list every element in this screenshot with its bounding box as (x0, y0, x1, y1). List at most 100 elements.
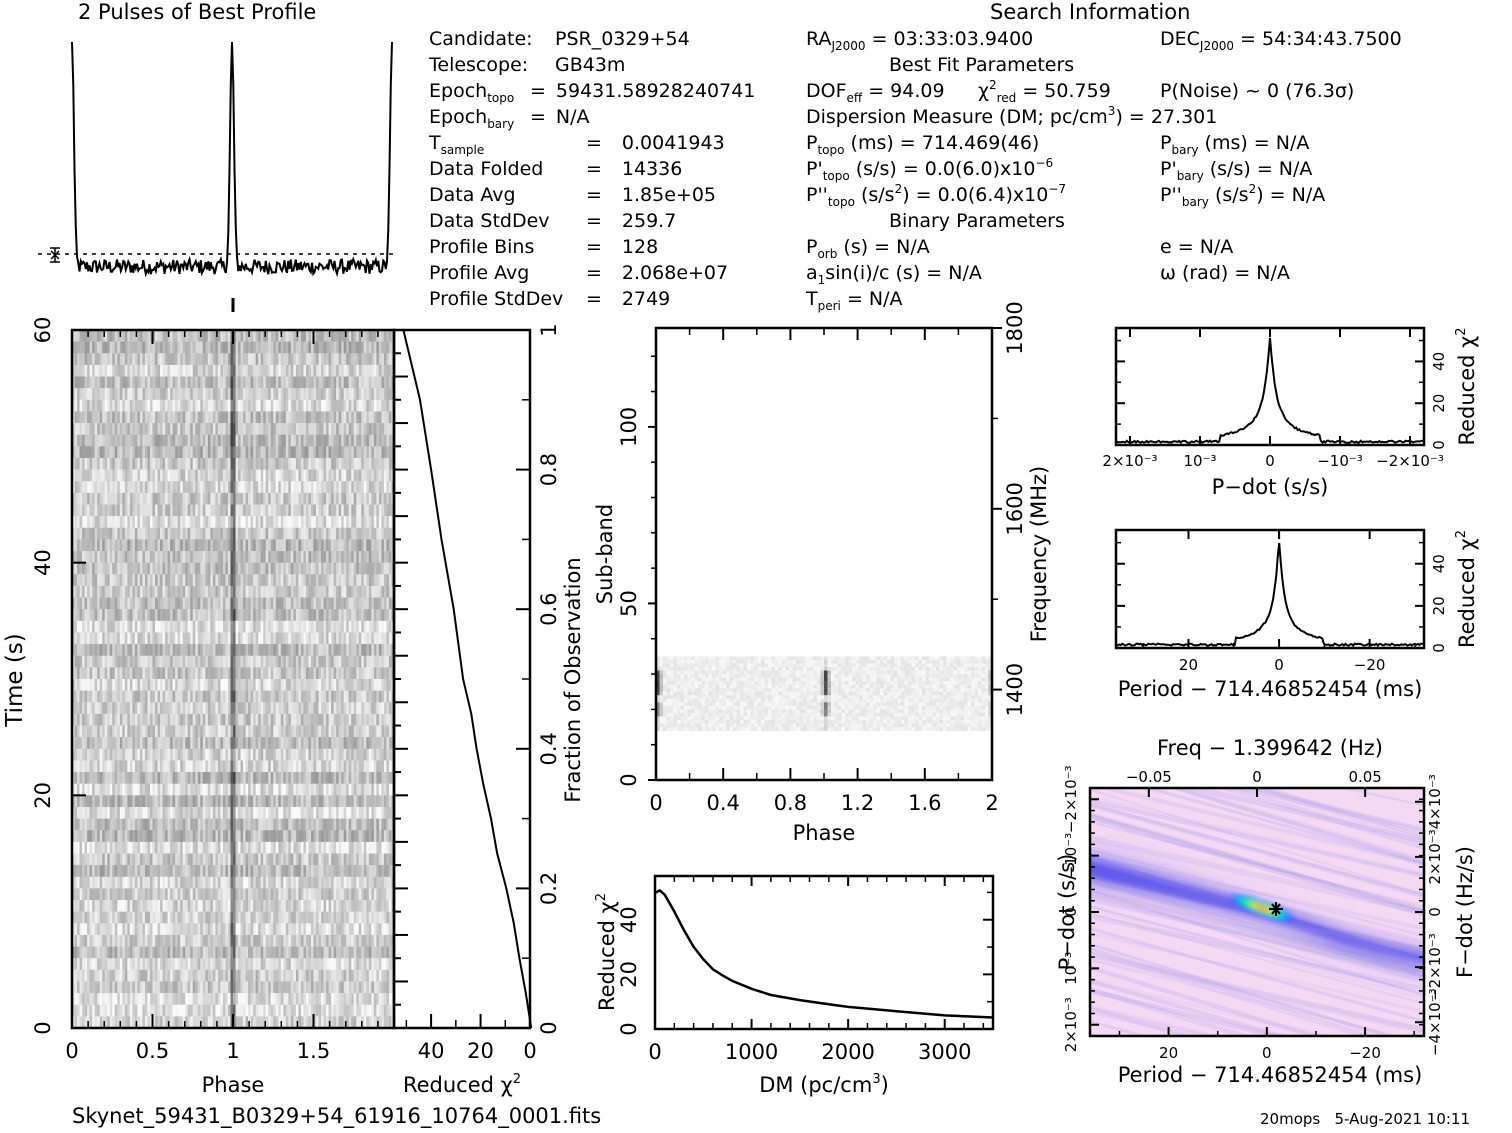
heatmap-cell (300, 516, 304, 529)
heatmap-cell (265, 632, 269, 645)
heatmap-cell (376, 644, 380, 657)
heatmap-cell (84, 399, 88, 412)
heatmap-cell (368, 411, 372, 424)
heatmap-cell (124, 330, 128, 342)
heatmap-cell (92, 353, 96, 366)
heatmap-cell (378, 481, 382, 494)
heatmap-cell (215, 423, 219, 435)
heatmap-cell (152, 725, 156, 738)
heatmap-cell (313, 411, 317, 424)
heatmap-cell (79, 469, 83, 482)
heatmap-cell (270, 690, 274, 703)
heatmap-cell (303, 551, 307, 563)
heatmap-cell (195, 760, 199, 773)
heatmap-cell (283, 690, 287, 703)
heatmap-cell (180, 585, 184, 598)
heatmap-cell (182, 481, 186, 494)
heatmap-cell (200, 481, 204, 494)
heatmap-cell (373, 492, 377, 505)
heatmap-cell (185, 562, 189, 575)
heatmap-cell (346, 411, 350, 424)
heatmap-cell (356, 632, 360, 645)
heatmap-cell (373, 585, 377, 598)
heatmap-cell (270, 469, 274, 482)
heatmap-cell (74, 597, 78, 610)
heatmap-cell (190, 574, 194, 587)
heatmap-cell (207, 353, 211, 366)
heatmap-cell (376, 655, 380, 668)
heatmap-cell (326, 481, 329, 494)
heatmap-cell (238, 481, 241, 494)
heatmap-cell (300, 655, 304, 668)
heatmap-cell (225, 376, 229, 389)
heatmap-cell (162, 760, 166, 773)
heatmap-cell (343, 434, 347, 447)
heatmap-cell (142, 481, 146, 494)
heatmap-cell (235, 388, 239, 401)
heatmap-cell (227, 504, 231, 517)
heatmap-cell (363, 446, 367, 459)
heatmap-cell (381, 655, 385, 668)
heatmap-cell (328, 702, 332, 715)
heatmap-cell (167, 527, 171, 540)
heatmap-cell (205, 423, 209, 435)
heatmap-cell (160, 527, 163, 540)
heatmap-cell (316, 632, 319, 645)
heatmap-cell (368, 574, 372, 587)
heatmap-cell (170, 469, 174, 482)
heatmap-cell (386, 388, 390, 401)
heatmap-cell (142, 562, 146, 575)
heatmap-cell (139, 574, 143, 587)
heatmap-cell (308, 737, 312, 750)
heatmap-cell (117, 376, 121, 389)
heatmap-cell (283, 434, 287, 447)
heatmap-cell (165, 341, 168, 354)
heatmap-cell (102, 679, 106, 691)
heatmap-cell (331, 667, 335, 680)
heatmap-cell (295, 679, 299, 691)
heatmap-cell (177, 353, 181, 366)
heatmap-cell (134, 527, 138, 540)
heatmap-cell (134, 772, 138, 784)
heatmap-cell (293, 725, 297, 738)
heatmap-cell (275, 655, 279, 668)
heatmap-cell (162, 481, 166, 494)
heatmap-cell (373, 679, 377, 691)
heatmap-cell (109, 516, 113, 529)
heatmap-cell (212, 330, 216, 342)
heatmap-cell (92, 748, 96, 761)
heatmap-cell (285, 597, 289, 610)
heatmap-cell (222, 457, 226, 470)
heatmap-cell (368, 585, 372, 598)
heatmap-cell (225, 655, 229, 668)
heatmap-cell (285, 330, 289, 342)
heatmap-cell (202, 713, 206, 726)
heatmap-cell (87, 376, 91, 389)
heatmap-cell (142, 434, 146, 447)
heatmap-cell (366, 376, 370, 389)
heatmap-cell (202, 748, 206, 761)
heatmap-cell (82, 399, 85, 412)
heatmap-cell (84, 341, 88, 354)
heatmap-cell (295, 516, 299, 529)
heatmap-cell (245, 574, 249, 587)
heatmap-cell (328, 341, 332, 354)
heatmap-cell (348, 620, 352, 633)
heatmap-cell (318, 620, 322, 633)
heatmap-cell (336, 504, 340, 517)
heatmap-cell (215, 632, 219, 645)
heatmap-cell (72, 376, 75, 389)
heatmap-cell (77, 772, 80, 784)
heatmap-cell (217, 655, 221, 668)
heatmap-cell (167, 609, 171, 622)
heatmap-cell (197, 434, 201, 447)
heatmap-cell (177, 516, 181, 529)
heatmap-cell (321, 737, 324, 750)
heatmap-cell (386, 341, 390, 354)
heatmap-cell (109, 330, 113, 342)
heatmap-cell (288, 620, 292, 633)
heatmap-cell (298, 469, 302, 482)
heatmap-cell (290, 399, 294, 412)
heatmap-cell (368, 737, 372, 750)
heatmap-cell (328, 713, 332, 726)
